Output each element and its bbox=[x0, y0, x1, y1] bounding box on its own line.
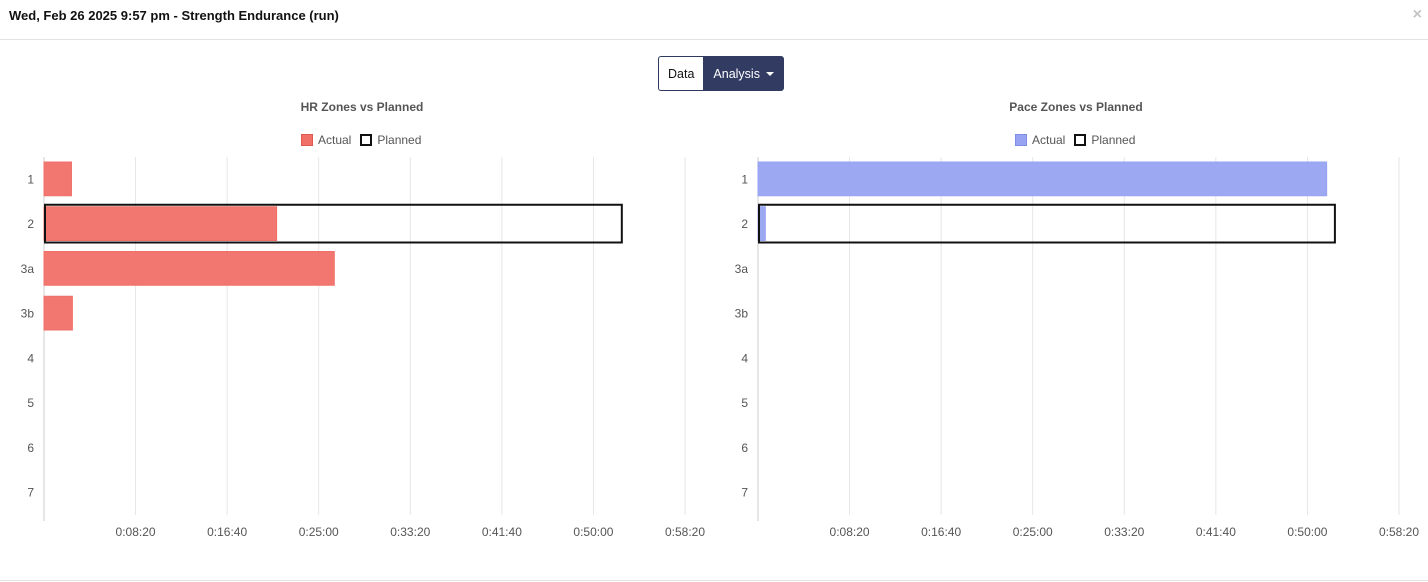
hr-category-label: 3b bbox=[21, 307, 35, 321]
hr-actual-bar[interactable] bbox=[43, 295, 73, 331]
hr-category-label: 6 bbox=[27, 441, 34, 455]
pace-category-label: 3b bbox=[735, 307, 749, 321]
pace-x-tick-label: 0:58:20 bbox=[1379, 525, 1419, 539]
analysis-button-label: Analysis bbox=[713, 66, 760, 81]
hr-legend-actual[interactable]: Actual bbox=[301, 133, 351, 147]
pace-legend-planned[interactable]: Planned bbox=[1074, 133, 1135, 147]
pace-x-tick-label: 0:33:20 bbox=[1104, 525, 1144, 539]
hr-category-label: 7 bbox=[27, 486, 34, 500]
hr-legend-planned[interactable]: Planned bbox=[360, 133, 421, 147]
data-button-label: Data bbox=[668, 66, 695, 81]
pace-category-label: 4 bbox=[741, 351, 748, 365]
pace-category-label: 1 bbox=[741, 172, 748, 186]
view-toggle: Data Analysis bbox=[658, 56, 784, 91]
hr-legend-planned-label: Planned bbox=[377, 133, 422, 147]
hr-category-label: 1 bbox=[27, 172, 34, 186]
pace-planned-bar[interactable] bbox=[758, 203, 1336, 244]
hr-x-tick-label: 0:41:40 bbox=[482, 525, 522, 539]
pace-x-tick-label: 0:41:40 bbox=[1196, 525, 1236, 539]
hr-chart-legend: Actual Planned bbox=[301, 133, 430, 147]
pace-zones-chart: 1 2 3a 3b 4 5 6 7 0:08:20 0:16:40 0:25:00 0:33:20 0:… bbox=[735, 157, 1419, 539]
hr-zones-chart: 1 2 3a 3b 4 5 6 7 0:08:20 0:16:40 0:25:00 0:33:20 0:… bbox=[21, 157, 705, 539]
hr-actual-bar[interactable] bbox=[43, 206, 278, 241]
hr-planned-bar[interactable] bbox=[44, 203, 623, 244]
hr-actual-bar[interactable] bbox=[43, 251, 335, 286]
pace-category-label: 5 bbox=[741, 396, 748, 410]
data-button[interactable]: Data bbox=[658, 56, 704, 91]
hr-chart-title: HR Zones vs Planned bbox=[300, 100, 424, 114]
pace-category-label: 7 bbox=[741, 486, 748, 500]
hr-actual-bar[interactable] bbox=[43, 161, 72, 197]
pace-chart-title: Pace Zones vs Planned bbox=[1009, 100, 1143, 114]
hr-legend-actual-swatch bbox=[301, 134, 313, 146]
hr-x-tick-label: 0:58:20 bbox=[665, 525, 705, 539]
pace-x-tick-label: 0:08:20 bbox=[830, 525, 870, 539]
pace-category-label: 2 bbox=[741, 217, 748, 231]
pace-chart-legend: Actual Planned bbox=[1015, 133, 1144, 147]
caret-down-icon bbox=[765, 71, 774, 76]
hr-x-tick-label: 0:25:00 bbox=[299, 525, 339, 539]
hr-x-tick-label: 0:33:20 bbox=[390, 525, 430, 539]
pace-category-label: 3a bbox=[735, 262, 749, 276]
pace-actual-bar[interactable] bbox=[757, 161, 1328, 197]
analysis-dropdown-button[interactable]: Analysis bbox=[703, 56, 784, 91]
pace-x-tick-label: 0:16:40 bbox=[921, 525, 961, 539]
hr-x-tick-label: 0:08:20 bbox=[116, 525, 156, 539]
pace-x-tick-label: 0:50:00 bbox=[1287, 525, 1327, 539]
modal-title: Wed, Feb 26 2025 9:57 pm - Strength Endu… bbox=[9, 8, 339, 23]
close-icon[interactable]: × bbox=[1412, 6, 1422, 23]
pace-legend-actual-label: Actual bbox=[1032, 133, 1066, 147]
pace-category-label: 6 bbox=[741, 441, 748, 455]
modal-footer-divider bbox=[0, 580, 1428, 581]
pace-legend-planned-label: Planned bbox=[1091, 133, 1136, 147]
modal-header: Wed, Feb 26 2025 9:57 pm - Strength Endu… bbox=[0, 0, 1428, 40]
hr-category-label: 4 bbox=[27, 351, 34, 365]
hr-category-label: 3a bbox=[21, 262, 35, 276]
pace-x-tick-label: 0:25:00 bbox=[1013, 525, 1053, 539]
hr-x-tick-label: 0:16:40 bbox=[207, 525, 247, 539]
hr-x-tick-label: 0:50:00 bbox=[573, 525, 613, 539]
hr-legend-planned-swatch bbox=[360, 134, 373, 146]
hr-legend-actual-label: Actual bbox=[318, 133, 352, 147]
pace-legend-actual-swatch bbox=[1015, 134, 1027, 146]
pace-legend-actual[interactable]: Actual bbox=[1015, 133, 1065, 147]
hr-category-label: 5 bbox=[27, 396, 34, 410]
pace-legend-planned-swatch bbox=[1074, 134, 1087, 146]
hr-category-label: 2 bbox=[27, 217, 34, 231]
